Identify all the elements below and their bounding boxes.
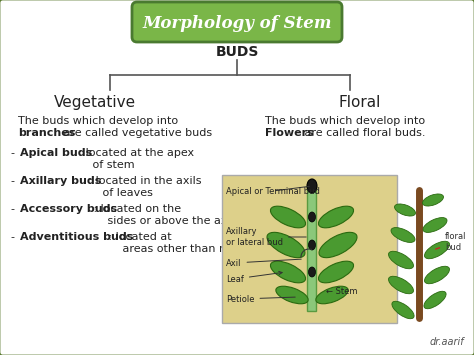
Bar [308, 187, 317, 311]
Ellipse shape [389, 251, 413, 269]
Ellipse shape [392, 301, 414, 319]
Ellipse shape [424, 291, 446, 309]
Text: Petiole: Petiole [226, 295, 295, 304]
Ellipse shape [271, 206, 306, 228]
Ellipse shape [271, 261, 306, 283]
Ellipse shape [316, 286, 348, 304]
Text: Accessory buds: Accessory buds [20, 204, 117, 214]
Text: The buds which develop into: The buds which develop into [265, 116, 425, 126]
Text: -: - [10, 148, 14, 158]
Text: Vegetative: Vegetative [54, 95, 136, 110]
Text: dr.aarif: dr.aarif [429, 337, 464, 347]
Text: Leaf: Leaf [226, 271, 282, 284]
Ellipse shape [276, 286, 308, 304]
Ellipse shape [319, 261, 354, 283]
Text: : located at
     areas other than nodes: : located at areas other than nodes [105, 232, 253, 253]
Text: : located at the apex
     of stem: : located at the apex of stem [75, 148, 194, 170]
Ellipse shape [319, 232, 357, 258]
Ellipse shape [394, 204, 416, 216]
Ellipse shape [319, 206, 354, 228]
Ellipse shape [309, 212, 316, 222]
Text: are called floral buds.: are called floral buds. [301, 128, 426, 138]
Ellipse shape [422, 194, 444, 206]
Text: floral
bud: floral bud [436, 232, 466, 252]
Text: Axil: Axil [226, 258, 301, 268]
Ellipse shape [309, 267, 316, 277]
Ellipse shape [423, 218, 447, 233]
Text: -: - [10, 204, 14, 214]
Text: BUDS: BUDS [215, 45, 259, 59]
Text: Axillary buds: Axillary buds [20, 176, 101, 186]
Text: Axillary
or lateral bud: Axillary or lateral bud [226, 227, 306, 247]
Text: Adventitious buds: Adventitious buds [20, 232, 133, 242]
Text: Floral: Floral [339, 95, 381, 110]
Ellipse shape [425, 241, 449, 259]
Text: : located in the axils
     of leaves: : located in the axils of leaves [85, 176, 201, 198]
Ellipse shape [267, 232, 305, 258]
Text: Flowers: Flowers [265, 128, 314, 138]
Ellipse shape [425, 266, 449, 284]
Text: Morphology of Stem: Morphology of Stem [142, 15, 332, 32]
FancyBboxPatch shape [222, 175, 397, 323]
Text: The buds which develop into: The buds which develop into [18, 116, 178, 126]
Text: -: - [10, 232, 14, 242]
Ellipse shape [307, 179, 317, 193]
Text: are called vegetative buds: are called vegetative buds [60, 128, 212, 138]
Ellipse shape [309, 240, 316, 250]
Text: branches: branches [18, 128, 75, 138]
Ellipse shape [389, 276, 413, 294]
FancyBboxPatch shape [132, 2, 342, 42]
Ellipse shape [391, 228, 415, 242]
Text: : located on the
     sides or above the axillary buds: : located on the sides or above the axil… [90, 204, 285, 225]
Text: ← Stem: ← Stem [326, 286, 357, 295]
Text: Apical buds: Apical buds [20, 148, 92, 158]
Text: -: - [10, 176, 14, 186]
Text: Apical or Terminal bud: Apical or Terminal bud [226, 186, 320, 196]
